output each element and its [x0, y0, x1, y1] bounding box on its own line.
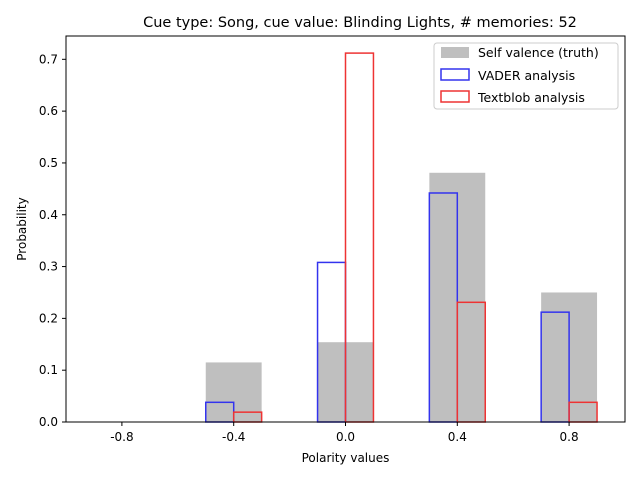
legend-swatch-vader [440, 68, 470, 81]
legend: Self valence (truth) VADER analysis Text… [433, 42, 619, 110]
legend-box [433, 42, 619, 110]
legend-swatch-truth [441, 47, 469, 58]
y-tick-label: 0.3 [39, 260, 58, 274]
chart-title: Cue type: Song, cue value: Blinding Ligh… [143, 15, 577, 31]
y-tick-label: 0.2 [39, 311, 58, 325]
y-axis-label: Probability [15, 197, 29, 260]
legend-label-textblob: Textblob analysis [477, 90, 585, 105]
y-tick-label: 0.4 [39, 208, 58, 222]
x-axis-label: Polarity values [302, 451, 390, 465]
x-tick-label: 0.8 [560, 430, 579, 444]
x-tick-label: 0.4 [448, 430, 467, 444]
y-tick-label: 0.6 [39, 104, 58, 118]
legend-label-vader: VADER analysis [478, 68, 575, 83]
y-tick-label: 0.5 [39, 156, 58, 170]
legend-label-truth: Self valence (truth) [478, 45, 599, 60]
x-axis-ticks: -0.8 -0.4 0.0 0.4 0.8 [110, 422, 579, 444]
y-tick-label: 0.1 [39, 363, 58, 377]
y-axis-ticks: 0.0 0.1 0.2 0.3 0.4 0.5 0.6 0.7 [39, 52, 66, 429]
y-tick-label: 0.0 [39, 415, 58, 429]
x-tick-label: 0.0 [336, 430, 355, 444]
x-tick-label: -0.4 [222, 430, 245, 444]
legend-swatch-textblob [440, 90, 470, 103]
y-tick-label: 0.7 [39, 52, 58, 66]
x-tick-label: -0.8 [110, 430, 133, 444]
